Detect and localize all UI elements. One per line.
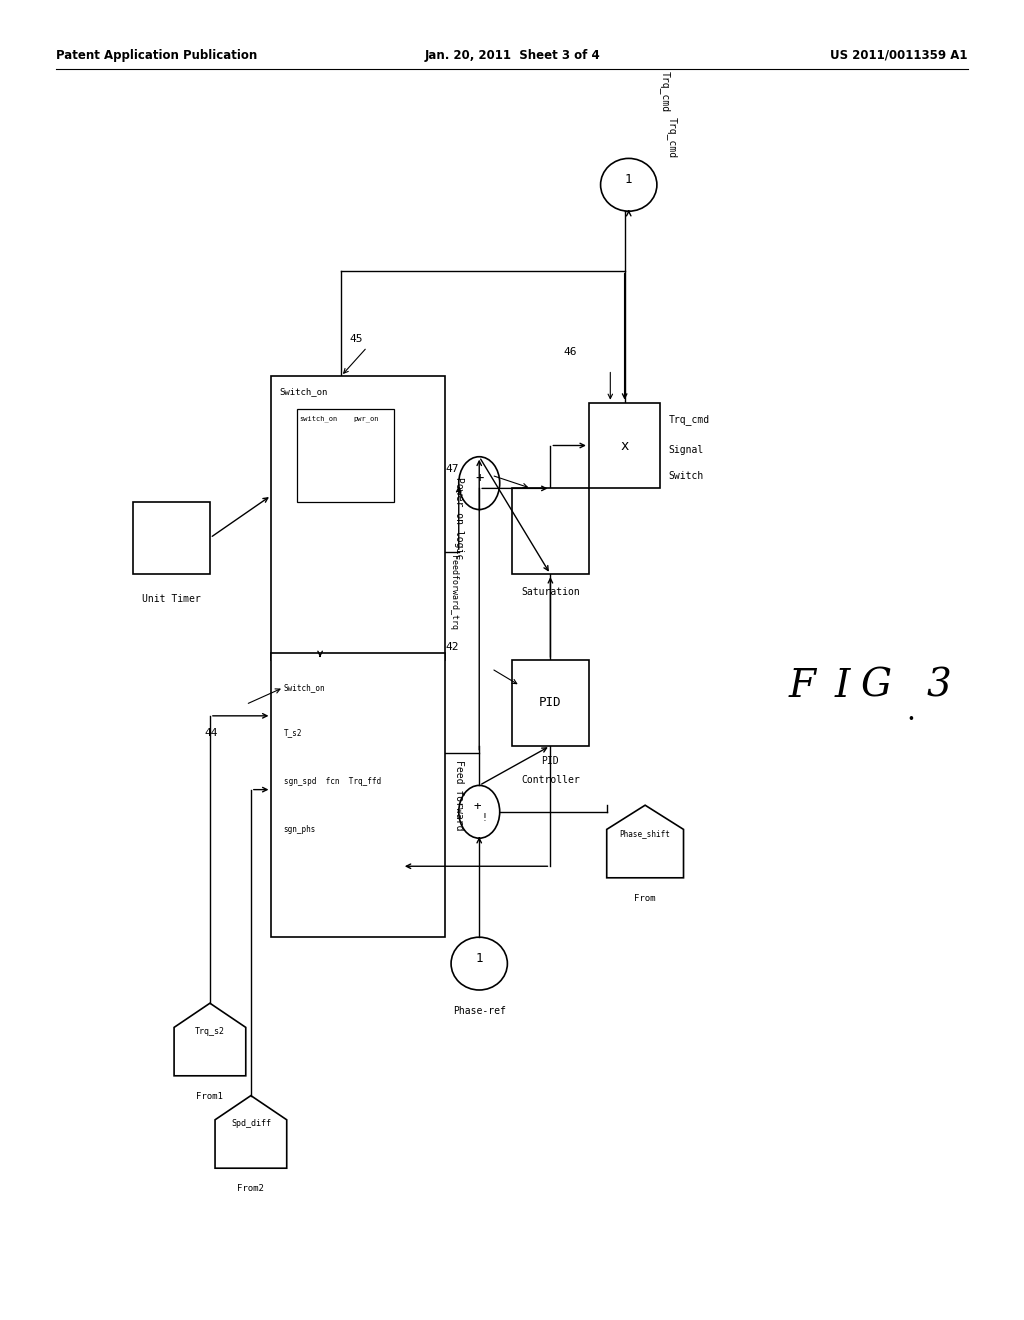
Text: 42: 42 — [445, 642, 459, 652]
Text: Switch: Switch — [669, 470, 703, 480]
Bar — [133, 502, 210, 574]
Text: Switch_on: Switch_on — [280, 387, 328, 396]
Bar — [271, 653, 445, 937]
Text: Trq_cmd: Trq_cmd — [669, 414, 710, 425]
Text: pwr_on: pwr_on — [353, 416, 379, 422]
Text: +: + — [473, 800, 481, 813]
Text: .: . — [906, 700, 915, 726]
Text: G: G — [860, 668, 891, 705]
Text: Controller: Controller — [521, 775, 580, 785]
Bar — [589, 403, 660, 488]
Text: 1: 1 — [625, 173, 633, 186]
Text: x: x — [621, 438, 629, 453]
Text: US 2011/0011359 A1: US 2011/0011359 A1 — [830, 49, 968, 62]
Text: switch_on: switch_on — [299, 416, 337, 422]
Text: Unit Timer: Unit Timer — [142, 594, 201, 605]
Text: !: ! — [481, 813, 487, 824]
Text: sgn_spd  fcn  Trq_ffd: sgn_spd fcn Trq_ffd — [284, 776, 381, 785]
Text: I: I — [835, 668, 850, 705]
Text: Feedforward_trq: Feedforward_trq — [449, 554, 458, 630]
Text: 44: 44 — [205, 727, 218, 738]
Text: 3: 3 — [927, 668, 951, 705]
Text: From2: From2 — [238, 1184, 264, 1193]
Text: From1: From1 — [197, 1092, 223, 1101]
Text: Power on logic: Power on logic — [454, 477, 464, 560]
Bar — [271, 376, 445, 660]
Text: Switch_on: Switch_on — [284, 682, 326, 692]
Text: PID: PID — [540, 697, 561, 709]
Text: From: From — [635, 894, 655, 903]
Text: Jan. 20, 2011  Sheet 3 of 4: Jan. 20, 2011 Sheet 3 of 4 — [424, 49, 600, 62]
Text: PID: PID — [542, 756, 559, 767]
Text: Phase-ref: Phase-ref — [453, 1006, 506, 1016]
Text: F: F — [788, 668, 815, 705]
Bar — [512, 660, 589, 746]
Text: Feed forward: Feed forward — [454, 760, 464, 830]
Text: +: + — [475, 471, 483, 484]
Text: Signal: Signal — [669, 445, 703, 455]
Text: Patent Application Publication: Patent Application Publication — [56, 49, 258, 62]
Text: Phase_shift: Phase_shift — [620, 829, 671, 838]
Text: 45: 45 — [350, 334, 364, 345]
Bar — [512, 488, 589, 574]
Text: 1: 1 — [475, 952, 483, 965]
Bar — [297, 409, 394, 502]
Text: Saturation: Saturation — [521, 587, 580, 598]
Text: sgn_phs: sgn_phs — [284, 825, 316, 834]
Text: Trq_cmd: Trq_cmd — [659, 71, 671, 112]
Text: Trq_s2: Trq_s2 — [195, 1027, 225, 1036]
Text: Trq_cmd: Trq_cmd — [668, 117, 678, 158]
Text: Spd_diff: Spd_diff — [230, 1119, 271, 1129]
Text: T_s2: T_s2 — [284, 729, 302, 738]
Text: 46: 46 — [563, 347, 577, 358]
Text: 47: 47 — [445, 463, 459, 474]
